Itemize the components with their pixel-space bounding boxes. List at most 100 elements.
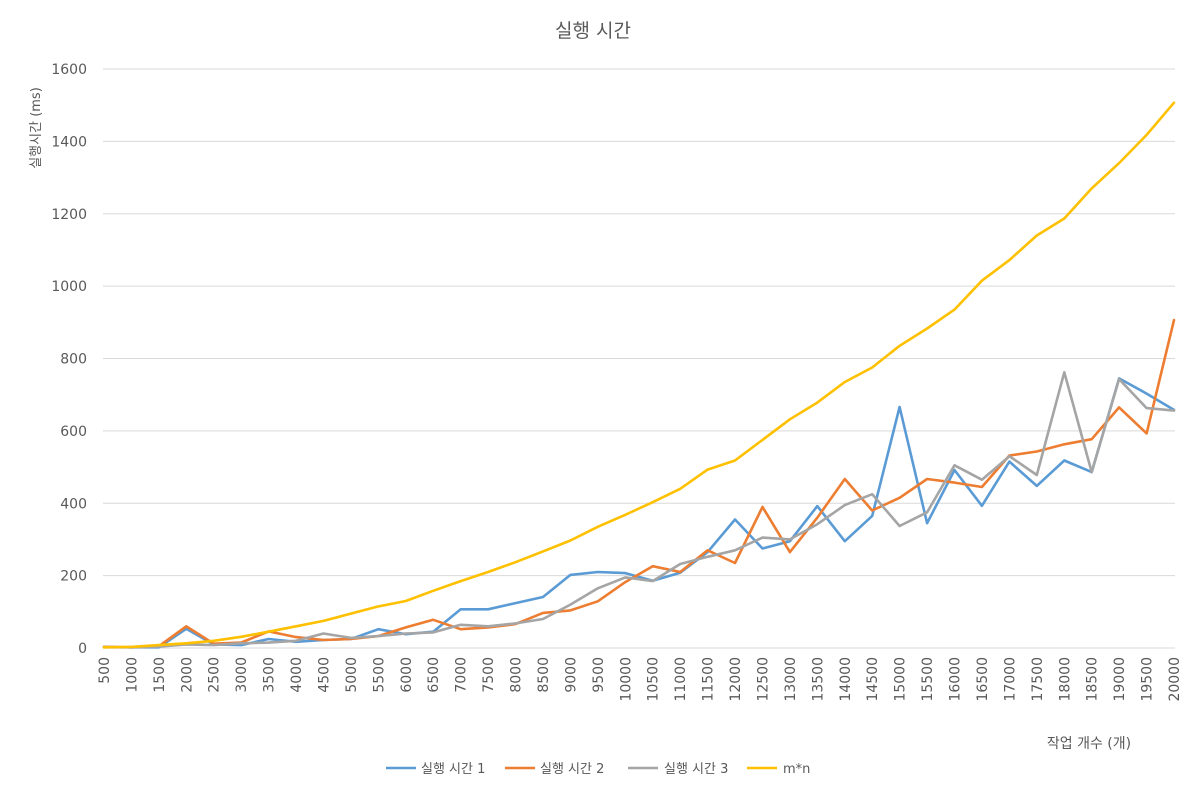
x-tick-label: 1000: [124, 657, 140, 693]
legend-item-series-4[interactable]: m*n: [747, 762, 810, 777]
x-tick-label: 10000: [618, 657, 634, 702]
legend-label: 실행 시간 1: [421, 761, 485, 777]
data-point: [266, 640, 272, 646]
data-point: [1006, 257, 1012, 263]
data-point: [403, 598, 409, 604]
data-point: [595, 598, 601, 604]
x-tick-label: 8500: [536, 657, 552, 693]
data-point: [952, 307, 958, 313]
x-tick-label: 16500: [975, 657, 991, 702]
data-point: [320, 618, 326, 624]
x-tick-label: 14500: [865, 657, 881, 702]
data-point: [403, 624, 409, 630]
data-point: [1171, 317, 1177, 323]
legend-label: m*n: [783, 762, 810, 777]
data-point: [705, 547, 711, 553]
data-point: [869, 491, 875, 497]
data-point: [1006, 453, 1012, 459]
data-point: [238, 640, 244, 646]
x-tick-label: 16000: [948, 657, 964, 702]
data-point: [952, 480, 958, 486]
data-point: [622, 574, 628, 580]
data-point: [101, 644, 107, 650]
data-point: [293, 638, 299, 644]
data-point: [266, 629, 272, 635]
y-tick-label: 400: [60, 496, 87, 512]
x-tick-label: 9000: [563, 657, 579, 693]
data-point: [485, 623, 491, 629]
data-point: [1061, 215, 1067, 221]
x-tick-label: 13000: [783, 657, 799, 702]
x-tick-label: 17500: [1030, 657, 1046, 702]
x-tick-label: 2500: [207, 657, 223, 693]
legend-item-series-3[interactable]: 실행 시간 3: [628, 761, 728, 777]
data-point: [814, 521, 820, 527]
data-point: [567, 602, 573, 608]
data-point: [513, 600, 519, 606]
x-tick-label: 6500: [426, 657, 442, 693]
series-3: [102, 370, 1176, 649]
data-point: [732, 458, 738, 464]
series-1: [102, 377, 1176, 649]
data-point: [924, 476, 930, 482]
data-point: [979, 503, 985, 509]
data-point: [897, 404, 903, 410]
data-point: [403, 631, 409, 637]
y-tick-label: 600: [60, 424, 87, 440]
data-point: [924, 520, 930, 526]
legend: 실행 시간 1 실행 시간 2 실행 시간 3 m*n: [386, 761, 810, 777]
data-point: [732, 560, 738, 566]
x-tick-label: 10500: [646, 657, 662, 702]
data-point: [705, 467, 711, 473]
legend-item-series-2[interactable]: 실행 시간 2: [505, 761, 604, 777]
data-point: [842, 476, 848, 482]
data-point: [567, 572, 573, 578]
data-point: [293, 623, 299, 629]
data-point: [595, 585, 601, 591]
data-point: [787, 549, 793, 555]
data-point: [677, 561, 683, 567]
data-point: [897, 523, 903, 529]
data-point: [567, 538, 573, 544]
x-tick-label: 18500: [1085, 657, 1101, 702]
x-tick-label: 4500: [316, 657, 332, 693]
y-tick-label: 1200: [51, 207, 87, 223]
y-tick-label: 1600: [51, 62, 87, 78]
data-point: [869, 365, 875, 371]
y-tick-label: 1400: [51, 134, 87, 150]
data-point: [732, 517, 738, 523]
y-axis-tick-labels: 0 200 400 600 800 1000 1200 1400 1600: [51, 62, 87, 657]
data-point: [814, 515, 820, 521]
x-tick-label: 13500: [810, 657, 826, 702]
x-tick-label: 500: [97, 657, 113, 684]
data-point: [1116, 160, 1122, 166]
x-tick-label: 15000: [893, 657, 909, 702]
x-tick-label: 8000: [509, 657, 525, 693]
data-point: [540, 548, 546, 554]
x-axis-tick-labels: 500 1000 1500 2000 2500 3000 3500 4000 4500 5000 5…: [97, 657, 1183, 702]
x-tick-label: 18000: [1057, 657, 1073, 702]
series-group: [101, 101, 1177, 650]
data-point: [1034, 449, 1040, 455]
data-point: [1034, 232, 1040, 238]
data-point: [1116, 376, 1122, 382]
data-point: [540, 594, 546, 600]
x-tick-label: 14000: [838, 657, 854, 702]
data-point: [622, 512, 628, 518]
data-point: [1061, 441, 1067, 447]
data-point: [842, 502, 848, 508]
series-line: [102, 370, 1176, 649]
data-point: [869, 513, 875, 519]
data-point: [540, 610, 546, 616]
data-point: [513, 559, 519, 565]
data-point: [375, 603, 381, 609]
y-tick-label: 200: [60, 569, 87, 585]
x-tick-label: 5500: [371, 657, 387, 693]
data-point: [842, 538, 848, 544]
legend-item-series-1[interactable]: 실행 시간 1: [386, 761, 485, 777]
x-tick-label: 3500: [262, 657, 278, 693]
data-point: [677, 486, 683, 492]
data-point: [375, 626, 381, 632]
data-point: [814, 503, 820, 509]
data-point: [924, 509, 930, 515]
